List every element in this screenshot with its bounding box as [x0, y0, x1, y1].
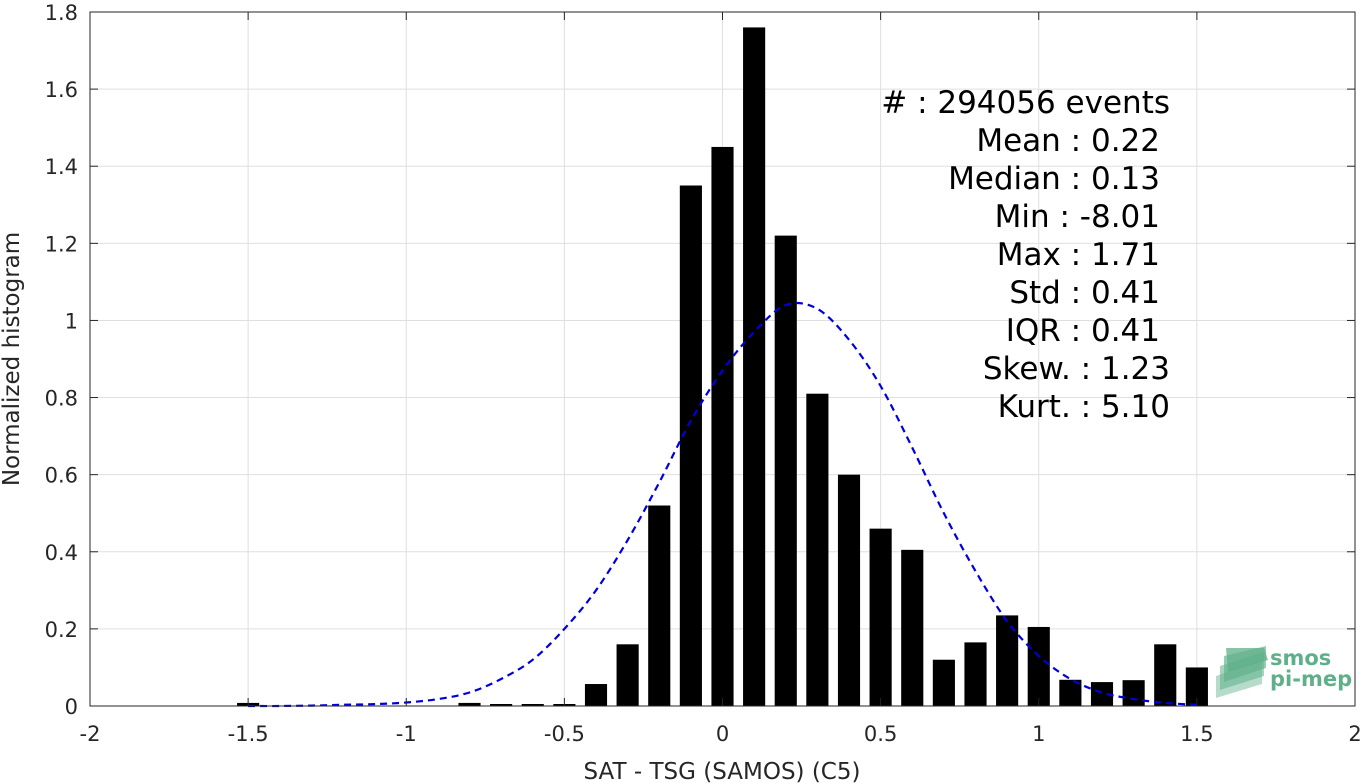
y-tick-label: 0: [65, 695, 78, 719]
x-tick-label: -0.5: [544, 722, 585, 746]
x-tick-label: 1: [1032, 722, 1045, 746]
stat-min: Min : -8.01: [995, 199, 1160, 235]
histogram-bar: [837, 474, 861, 706]
histogram-bar: [932, 659, 955, 706]
y-axis-label: Normalized histogram: [0, 232, 25, 486]
stat-count: # : 294056 events: [881, 85, 1170, 121]
histogram-bar: [679, 185, 702, 706]
y-tick-label: 0.4: [45, 541, 78, 565]
y-tick-label: 1.2: [45, 232, 78, 256]
histogram-bar: [774, 235, 797, 706]
y-tick-label: 1: [65, 309, 78, 333]
histogram-bar: [1059, 679, 1082, 706]
histogram-bar: [869, 528, 892, 706]
y-tick-label: 0.8: [45, 387, 78, 411]
x-tick-label: -2: [80, 722, 101, 746]
stat-max: Max : 1.71: [997, 237, 1160, 273]
smos-pimep-logo: smos pi-mep: [1216, 646, 1352, 698]
statistics-box: # : 294056 events Mean : 0.22 Median : 0…: [881, 85, 1170, 425]
logo-text-smos: smos: [1270, 646, 1331, 670]
y-tick-label: 0.2: [45, 618, 78, 642]
stat-skew: Skew. : 1.23: [983, 351, 1170, 387]
x-axis-label: SAT - TSG (SAMOS) (C5): [584, 759, 861, 784]
x-tick-label: 0.5: [864, 722, 897, 746]
histogram-bar: [458, 702, 481, 706]
histogram-bar: [743, 27, 766, 706]
x-tick-label: 1.5: [1180, 722, 1213, 746]
x-axis-ticks: -2 -1.5 -1 -0.5 0 0.5 1 1.5 2: [80, 12, 1362, 746]
histogram-bar: [490, 704, 513, 706]
histogram-bar: [1185, 667, 1208, 706]
histogram-bars: [237, 27, 1208, 706]
logo-waves-icon: [1216, 646, 1268, 698]
histogram-bar: [806, 393, 829, 706]
y-tick-label: 1.8: [45, 1, 78, 25]
histogram-bar: [616, 644, 639, 706]
logo-text-pimep: pi-mep: [1270, 667, 1352, 691]
histogram-bar: [996, 615, 1019, 706]
histogram-bar: [584, 684, 608, 706]
histogram-bar: [711, 146, 734, 706]
x-tick-label: 0: [716, 722, 729, 746]
histogram-bar: [521, 704, 544, 706]
y-tick-label: 1.6: [45, 78, 78, 102]
histogram-bar: [1090, 682, 1114, 706]
histogram-bar: [964, 642, 987, 706]
x-tick-label: -1: [396, 722, 417, 746]
stat-kurt: Kurt. : 5.10: [998, 389, 1170, 425]
histogram-bar: [648, 505, 671, 706]
stat-iqr: IQR : 0.41: [1006, 313, 1160, 349]
x-tick-label: -1.5: [228, 722, 269, 746]
stat-mean: Mean : 0.22: [976, 123, 1160, 159]
y-tick-label: 0.6: [45, 464, 78, 488]
stat-std: Std : 0.41: [1009, 275, 1160, 311]
histogram-bar: [1027, 626, 1050, 706]
y-tick-label: 1.4: [45, 155, 78, 179]
stat-median: Median : 0.13: [948, 161, 1160, 197]
histogram-bar: [1122, 680, 1145, 706]
x-tick-label: 2: [1348, 722, 1361, 746]
histogram-bar: [1154, 644, 1177, 706]
y-axis-ticks: 0 0.2 0.4 0.6 0.8 1 1.2 1.4 1.6 1.8: [45, 1, 1355, 719]
histogram-bar: [901, 549, 924, 706]
